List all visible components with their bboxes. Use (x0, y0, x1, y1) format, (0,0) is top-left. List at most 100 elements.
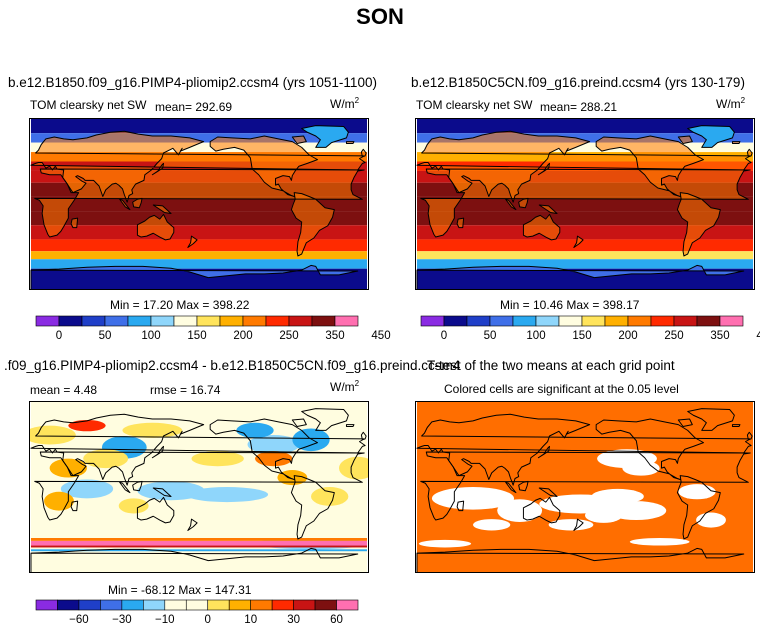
coastline-eurasia (30, 413, 366, 486)
coastline-uk (360, 148, 367, 158)
colorbar-swatch (127, 315, 152, 327)
colorbar-tick-label: 200 (618, 330, 637, 342)
coastline-africa (34, 451, 365, 521)
coastline-new-guinea (538, 204, 558, 214)
coastline-sumatra (119, 198, 131, 211)
colorbar-swatch (58, 315, 83, 327)
coastline-borneo (518, 197, 529, 209)
colorbar-swatch (242, 315, 267, 327)
zonal-band (416, 142, 754, 153)
land-madagascar (71, 218, 78, 228)
land-new-guinea (539, 204, 558, 214)
ice-edge-band (30, 549, 368, 552)
zonal-band (416, 225, 754, 240)
colorbar-swatch (288, 315, 313, 327)
coastline-new-zealand (187, 235, 198, 248)
panel3-units: W/m2 (330, 379, 360, 394)
colorbar-swatch (719, 315, 744, 327)
colorbar-swatch (150, 315, 175, 327)
panel3-colorbar: −60 −30 −10 0 10 30 60 (35, 599, 359, 626)
zonal-band (30, 259, 368, 269)
colorbar-swatch (293, 599, 316, 611)
colorbar-swatch (228, 599, 251, 611)
coastline-sumatra (505, 198, 517, 211)
panel2-colorbar: 0 50 100 150 200 250 350 450 (420, 315, 760, 342)
colorbar-tick-label: 0 (56, 330, 62, 342)
zonal-band (30, 251, 368, 260)
not-significant-area (591, 488, 644, 504)
colorbar-swatch (443, 315, 468, 327)
colorbar-swatch (558, 315, 583, 327)
land-africa (420, 169, 751, 238)
not-significant-area (629, 538, 690, 546)
panel1-case-title: b.e12.B1850.f09_g16.PIMP4-pliomip2.ccsm4… (8, 75, 377, 90)
coastline-australia (522, 213, 561, 241)
panel2-units: W/m2 (716, 96, 746, 111)
zonal-band (30, 142, 368, 153)
colorbar-swatch (35, 315, 60, 327)
colorbar-tick-label: 150 (187, 330, 206, 342)
land-greenland-fill (301, 125, 349, 148)
colorbar-swatch (420, 315, 445, 327)
land-greenland-fill (687, 125, 735, 148)
colorbar-tick-label: 200 (233, 330, 252, 342)
southern-ocean-band-core (30, 545, 368, 548)
coastline-antarctica (30, 547, 359, 572)
colorbar-tick-label: −60 (69, 614, 89, 626)
coastline-australia (522, 496, 561, 524)
zonal-band (416, 211, 754, 226)
coastline-baffin (291, 135, 307, 145)
panel4-title: T-test of the two means at each grid poi… (427, 358, 675, 373)
coastline-north-america (209, 135, 318, 197)
land-eurasia (416, 131, 752, 203)
coastline-iceland (345, 424, 355, 428)
coastline-new-guinea (538, 487, 558, 497)
coastline-new-zealand (187, 518, 198, 531)
colorbar-tick-label: 10 (244, 614, 257, 626)
panel1-map (29, 118, 369, 290)
coastline-new-zealand (573, 235, 584, 248)
coastline-madagascar (70, 217, 79, 229)
coastline-japan (151, 445, 165, 459)
panel4-subtitle: Colored cells are significant at the 0.0… (444, 382, 679, 396)
colorbar-swatch (489, 315, 514, 327)
colorbar-tick-label: 30 (287, 614, 300, 626)
coastline-africa (420, 168, 751, 238)
colorbar-tick-label: 150 (572, 330, 591, 342)
coastline-africa (34, 168, 365, 238)
zonal-band (30, 239, 368, 252)
colorbar-swatch (121, 599, 144, 611)
panel3-mean: mean = 4.48 (30, 383, 98, 397)
colorbar-tick-label: 250 (664, 330, 683, 342)
not-significant-area (622, 460, 660, 476)
colorbar-swatch (250, 599, 273, 611)
coastline-eurasia (30, 130, 366, 203)
colorbar-swatch (143, 599, 166, 611)
coastline-eurasia (416, 130, 752, 203)
coastline-antarctica (416, 547, 745, 572)
coastline-antarctica (416, 264, 745, 289)
coastline-borneo (132, 197, 143, 209)
coastline-borneo (518, 480, 529, 492)
colorbar-tick-label: 450 (371, 330, 390, 342)
coastline-south-america (676, 475, 721, 540)
panel4-map (415, 401, 755, 573)
anomaly-patch (44, 491, 74, 511)
coastline-new-zealand (573, 518, 584, 531)
land-australia (523, 214, 560, 240)
colorbar-swatch (673, 315, 698, 327)
panel2-minmax: Min = 10.46 Max = 398.17 (500, 298, 640, 312)
coastline-iceland (345, 141, 355, 145)
coastline-north-america (595, 418, 704, 480)
anomaly-patch (122, 422, 183, 438)
coastline-africa (420, 451, 751, 521)
not-significant-area (678, 484, 716, 500)
zonal-band (416, 119, 754, 134)
southern-ocean-edge (30, 538, 368, 541)
panel3-rmse: rmse = 16.74 (150, 383, 221, 397)
panel1-mean: mean= 292.69 (155, 100, 233, 114)
colorbar-tick-label: 0 (204, 614, 210, 626)
coastline-baffin (677, 418, 693, 428)
panel3-minmax: Min = -68.12 Max = 147.31 (108, 583, 252, 597)
land-eurasia (30, 131, 366, 203)
